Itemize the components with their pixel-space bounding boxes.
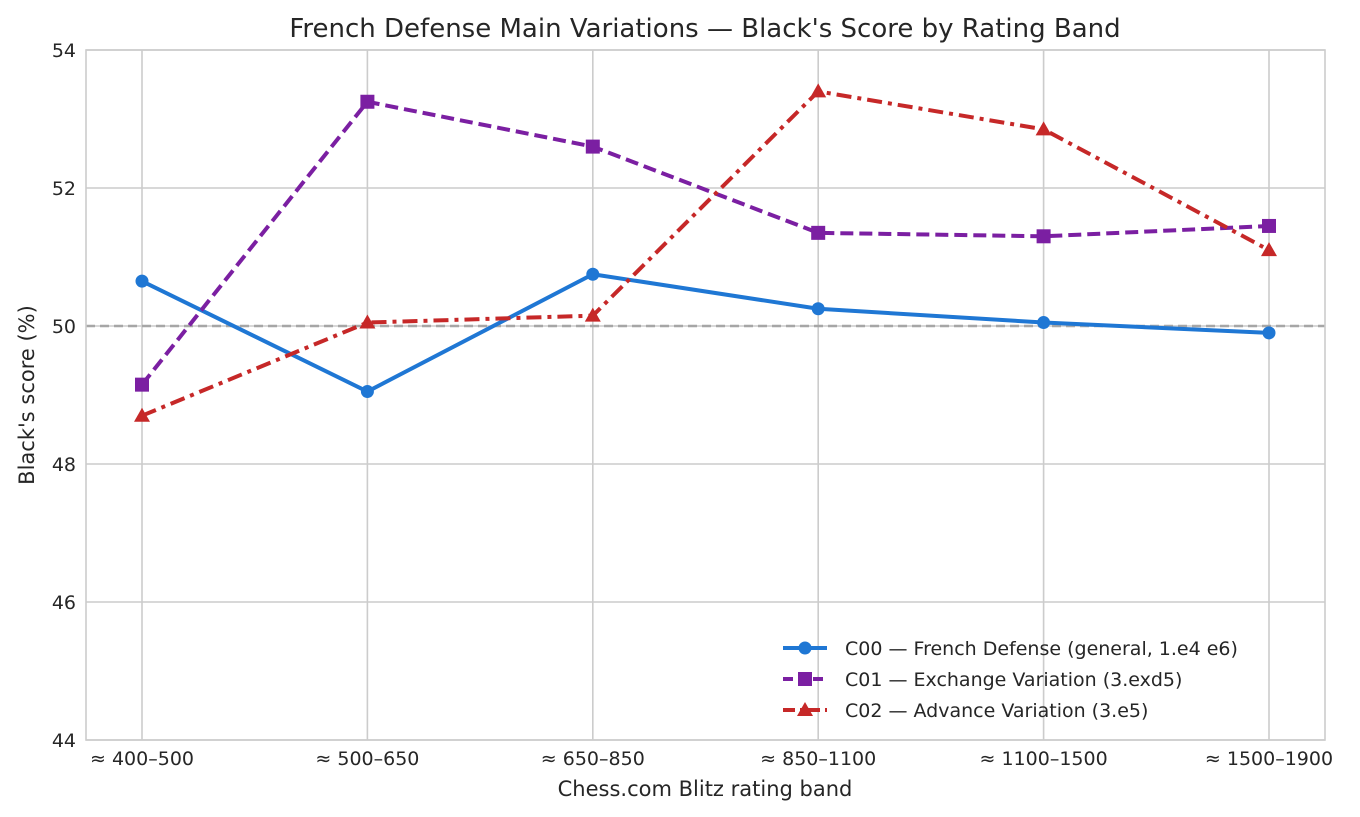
series-0 (135, 267, 1276, 399)
x-gridlines (141, 50, 1270, 740)
legend: C00 — French Defense (general, 1.e4 e6) C… (783, 638, 1238, 722)
legend-label: C01 — Exchange Variation (3.exd5) (845, 669, 1182, 691)
data-point (586, 267, 600, 281)
x-tick-label: ≈ 400–500 (90, 748, 194, 770)
x-tick-label: ≈ 500–650 (315, 748, 419, 770)
data-point (359, 314, 376, 329)
legend-swatch-marker (797, 702, 813, 716)
data-point (584, 307, 601, 322)
data-point (811, 302, 825, 316)
series-line (141, 272, 1270, 394)
y-tick-label: 50 (52, 316, 76, 338)
x-tick-label: ≈ 650–850 (541, 748, 645, 770)
data-point (135, 377, 149, 392)
data-point (585, 139, 600, 154)
y-tick-labels: 44 46 48 50 52 54 (52, 40, 76, 752)
series-1 (135, 94, 1276, 392)
y-axis-label: Black's score (%) (15, 305, 39, 485)
legend-item: C02 — Advance Variation (3.e5) (783, 700, 1148, 722)
data-point (1037, 316, 1051, 330)
y-tick-label: 54 (52, 40, 76, 62)
legend-item: C01 — Exchange Variation (3.exd5) (783, 669, 1182, 691)
data-point (1035, 121, 1052, 136)
x-tick-label: ≈ 850–1100 (760, 748, 876, 770)
x-axis-label: Chess.com Blitz rating band (558, 777, 853, 801)
y-tick-label: 46 (52, 592, 76, 614)
x-tick-label: ≈ 1100–1500 (980, 748, 1108, 770)
x-tick-labels: ≈ 400–500 ≈ 500–650 ≈ 650–850 ≈ 850–1100 ≈ 1… (90, 748, 1333, 770)
data-point (1261, 242, 1277, 257)
series-line (140, 99, 1270, 386)
data-point (134, 407, 150, 422)
series-line (141, 89, 1270, 418)
data-point (135, 274, 149, 288)
y-tick-label: 48 (52, 454, 76, 476)
legend-swatch-marker (798, 672, 812, 686)
legend-label: C02 — Advance Variation (3.e5) (845, 700, 1148, 722)
y-tick-label: 44 (52, 730, 76, 752)
plot-frame (85, 49, 1326, 741)
data-point (360, 94, 375, 109)
legend-item: C00 — French Defense (general, 1.e4 e6) (783, 638, 1238, 660)
data-point (360, 385, 374, 399)
series-layer (134, 83, 1277, 422)
chart-title: French Defense Main Variations — Black's… (289, 14, 1120, 44)
y-tick-label: 52 (52, 178, 76, 200)
data-point (811, 225, 826, 240)
legend-swatch-marker (798, 641, 812, 655)
data-point (1036, 229, 1051, 244)
data-point (810, 83, 827, 98)
data-point (1262, 326, 1276, 340)
x-tick-label: ≈ 1500–1900 (1205, 748, 1333, 770)
data-point (1262, 218, 1276, 233)
series-2 (134, 83, 1277, 422)
legend-label: C00 — French Defense (general, 1.e4 e6) (845, 638, 1238, 660)
